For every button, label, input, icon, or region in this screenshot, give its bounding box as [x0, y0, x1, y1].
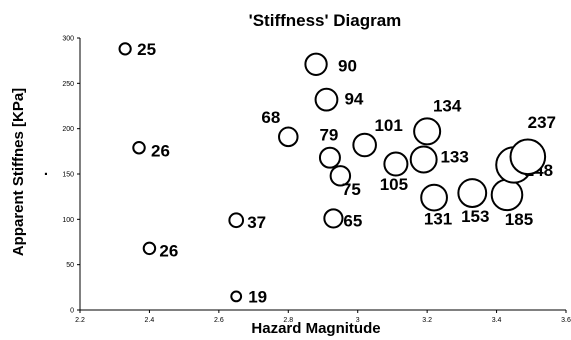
data-points: 25 26 26 37 19 68 90 94 79 75 65 101 105 133 134 131 153…	[118, 40, 556, 306]
data-point-bubble	[329, 165, 352, 187]
data-point-label: 25	[137, 40, 156, 59]
y-axis-label: Apparent Stiffnes [KPa]	[10, 88, 27, 256]
data-point-bubble	[228, 212, 245, 229]
y-axis-ticks: 0 50 100 150 200 250 300	[62, 36, 80, 315]
data-point-label: 26	[159, 241, 178, 260]
data-point-bubble	[352, 132, 377, 158]
data-point-bubble	[142, 241, 157, 256]
chart-title: 'Stiffness' Diagram	[249, 11, 402, 30]
data-point-bubble	[230, 290, 243, 303]
y-tick-label: 300	[62, 36, 74, 43]
x-tick-label: 2.2	[75, 317, 85, 324]
data-point-bubble	[420, 183, 448, 212]
data-point-label: 134	[433, 96, 462, 115]
y-tick-label: 50	[66, 262, 74, 269]
data-point-label: 90	[338, 56, 357, 75]
data-point-bubble	[490, 178, 524, 212]
y-tick-label: 150	[62, 172, 74, 179]
data-point-bubble	[509, 138, 547, 176]
data-point-label: 105	[380, 175, 408, 194]
x-axis-ticks: 2.2 2.4 2.6 2.8 3 3.2 3.4 3.6	[75, 310, 571, 324]
data-point-label: 133	[440, 147, 468, 166]
data-point-label: 94	[344, 90, 363, 109]
data-point-bubble	[278, 126, 299, 148]
data-point-bubble	[413, 117, 442, 146]
data-point-bubble	[118, 42, 132, 56]
data-point-label: 101	[374, 116, 402, 135]
data-point-bubble	[314, 87, 339, 112]
y-tick-label: 0	[70, 308, 74, 315]
data-point-label: 19	[248, 287, 267, 306]
data-point-label: 37	[247, 213, 266, 232]
data-point-label: 185	[505, 210, 533, 229]
x-tick-label: 3.2	[422, 317, 432, 324]
data-point-bubble	[304, 52, 328, 76]
data-point-bubble	[457, 178, 488, 208]
data-point-label: 131	[424, 210, 452, 229]
x-tick-label: 3	[356, 317, 360, 324]
data-point-bubble	[383, 151, 409, 177]
x-tick-label: 3.6	[561, 317, 571, 324]
x-tick-label: 2.4	[145, 317, 155, 324]
x-tick-label: 2.6	[214, 317, 224, 324]
data-point-bubble	[132, 140, 146, 155]
data-point-label: 68	[261, 108, 280, 127]
x-tick-label: 3.4	[492, 317, 502, 324]
data-point-label: 75	[342, 180, 361, 199]
y-tick-label: 100	[62, 217, 74, 224]
data-point-label: 153	[461, 207, 489, 226]
data-point-label: 79	[319, 126, 338, 145]
data-point-label: 65	[343, 211, 362, 230]
y-axis-marker: .	[44, 162, 48, 179]
x-tick-label: 2.8	[283, 317, 293, 324]
data-point-label: 26	[151, 142, 170, 161]
x-axis-label: Hazard Magnitude	[251, 320, 380, 337]
y-tick-label: 200	[62, 126, 74, 133]
data-point-label: 237	[528, 113, 556, 132]
data-point-bubble	[318, 146, 341, 169]
data-point-bubble	[323, 208, 344, 229]
data-point-bubble	[409, 145, 438, 174]
y-tick-label: 250	[62, 81, 74, 88]
